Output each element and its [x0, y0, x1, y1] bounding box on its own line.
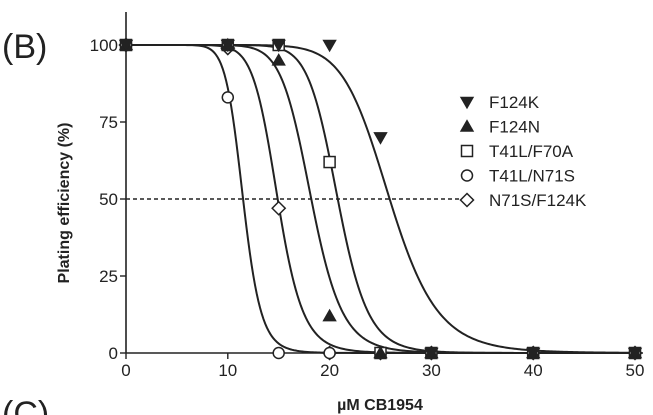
- point-s1-2: [271, 53, 286, 66]
- y-tick-label-50: 50: [99, 190, 118, 209]
- x-tick-label-50: 50: [626, 361, 645, 380]
- y-tick-label-75: 75: [99, 113, 118, 132]
- y-tick-label-100: 100: [90, 36, 118, 55]
- legend-label-2: T41L/F70A: [489, 142, 574, 161]
- data-markers: [118, 37, 643, 361]
- point-s1-4: [373, 345, 388, 359]
- x-tick-label-30: 30: [422, 361, 441, 380]
- x-tick-label-20: 20: [320, 361, 339, 380]
- legend-label-3: T41L/N71S: [489, 167, 575, 186]
- point-s2-3: [323, 155, 336, 169]
- y-tick-label-25: 25: [99, 267, 118, 286]
- y-tick-label-0: 0: [109, 344, 118, 363]
- point-s1-3: [322, 308, 337, 322]
- point-s0-2: [271, 39, 286, 53]
- y-axis-title: Plating efficiency (%): [56, 123, 73, 284]
- legend-label-4: N71S/F124K: [489, 191, 587, 210]
- point-s0-3: [322, 39, 337, 53]
- point-s0-5: [424, 347, 439, 361]
- point-s4-2: [271, 200, 287, 216]
- point-s0-0: [118, 39, 134, 53]
- legend-label-1: F124N: [489, 118, 540, 137]
- legend-marker-4: [459, 192, 475, 208]
- panel-label-b: (B): [2, 28, 47, 66]
- legend-marker-1: [459, 119, 475, 132]
- point-s0-1: [220, 39, 235, 53]
- x-tick-label-10: 10: [218, 361, 237, 380]
- x-tick-label-0: 0: [121, 361, 130, 380]
- point-s0-6: [526, 347, 541, 361]
- legend: F124K F124N T41L/F70A T41L/N71S N71S/F124K: [459, 93, 587, 210]
- legend-marker-0: [459, 96, 475, 110]
- axes: 0 10 20 30 40 50 0 25 50 75 100: [90, 12, 645, 380]
- point-s0-7: [627, 347, 643, 361]
- panel-label-c: (C): [2, 395, 49, 415]
- x-tick-label-40: 40: [524, 361, 543, 380]
- point-s3-2: [272, 346, 285, 360]
- legend-marker-2: [460, 144, 474, 158]
- point-s3-3: [323, 346, 336, 360]
- point-s0-4: [373, 132, 388, 145]
- legend-label-0: F124K: [489, 93, 540, 112]
- point-s3-1: [221, 91, 235, 104]
- x-axis-title: µM CB1954: [337, 397, 423, 414]
- legend-marker-3: [460, 169, 474, 182]
